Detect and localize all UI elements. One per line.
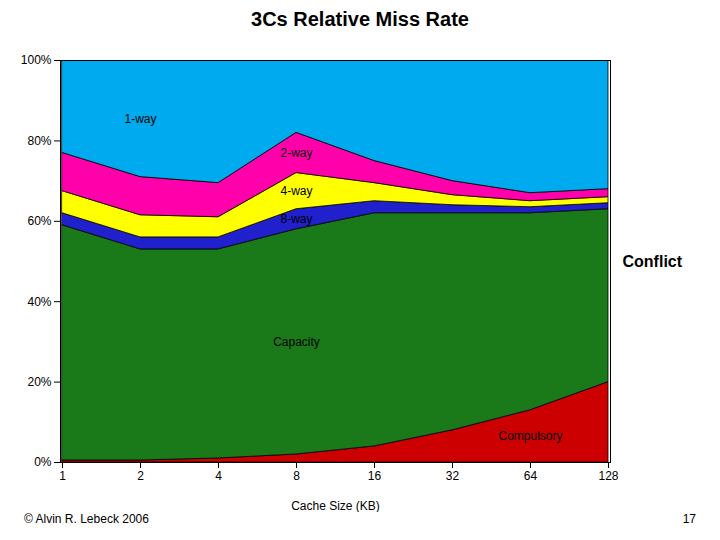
svg-text:8: 8 [293, 469, 300, 483]
svg-text:128: 128 [598, 469, 618, 483]
svg-text:4: 4 [215, 469, 222, 483]
svg-text:80%: 80% [27, 134, 51, 148]
svg-text:8-way: 8-way [280, 212, 312, 226]
svg-text:32: 32 [446, 469, 460, 483]
svg-text:1: 1 [59, 469, 66, 483]
svg-text:20%: 20% [27, 375, 51, 389]
svg-text:2-way: 2-way [280, 146, 312, 160]
svg-text:0%: 0% [34, 455, 52, 469]
svg-text:4-way: 4-way [280, 184, 312, 198]
svg-text:1-way: 1-way [124, 112, 156, 126]
svg-text:40%: 40% [27, 295, 51, 309]
svg-text:Conflict: Conflict [623, 253, 683, 270]
html-text:3Cs Relative Miss Rate: 3Cs Relative Miss Rate [251, 8, 469, 30]
svg-text:60%: 60% [27, 214, 51, 228]
html-text:17: 17 [682, 512, 696, 526]
svg-text:Cache Size (KB): Cache Size (KB) [291, 499, 380, 513]
svg-text:64: 64 [524, 469, 538, 483]
svg-text:Compulsory: Compulsory [498, 429, 562, 443]
svg-text:2: 2 [137, 469, 144, 483]
svg-text:Capacity: Capacity [273, 335, 320, 349]
html-text:© Alvin R. Lebeck 2006: © Alvin R. Lebeck 2006 [24, 512, 149, 526]
svg-text:100%: 100% [21, 53, 52, 67]
svg-text:16: 16 [368, 469, 382, 483]
